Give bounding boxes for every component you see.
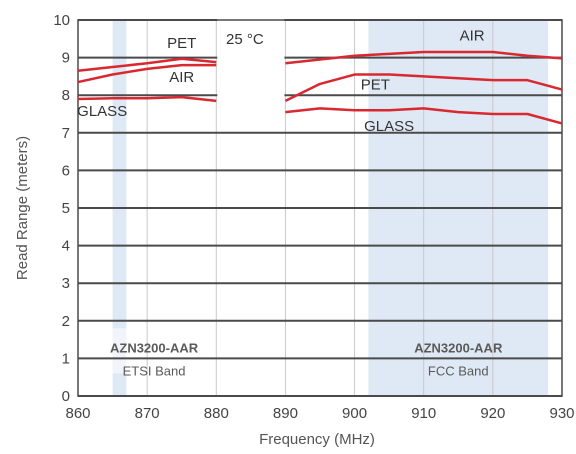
series-line-air xyxy=(285,50,563,65)
y-axis-title: Read Range (meters) xyxy=(14,136,31,280)
series-line-pet xyxy=(284,73,563,102)
fcc-band-title: AZN3200-AAR xyxy=(414,341,503,356)
series-lines xyxy=(77,50,563,125)
etsi-band-title: AZN3200-AAR xyxy=(110,341,199,356)
grid-lines xyxy=(77,19,563,397)
etsi-label-box xyxy=(91,328,217,374)
y-tick-label: 2 xyxy=(62,313,70,330)
y-tick-label: 9 xyxy=(62,50,70,67)
band-labels: AZN3200-AAR ETSI Band AZN3200-AAR FCC Band xyxy=(110,341,503,379)
series-label-air: AIR xyxy=(460,28,485,45)
y-tick-label: 6 xyxy=(62,162,70,179)
x-tick-label: 890 xyxy=(273,405,298,422)
x-tick-label: 870 xyxy=(135,405,160,422)
x-tick-label: 860 xyxy=(65,405,90,422)
series-label-glass: GLASS xyxy=(364,118,414,135)
y-tick-label: 10 xyxy=(53,12,70,29)
series-line-air xyxy=(77,63,217,84)
x-tick-label: 910 xyxy=(411,405,436,422)
fcc-band-subtitle: FCC Band xyxy=(428,364,489,379)
x-axis-title: Frequency (MHz) xyxy=(259,431,375,448)
plot-border xyxy=(77,19,563,397)
data-gap xyxy=(217,19,285,98)
y-tick-label: 1 xyxy=(62,350,70,367)
x-tick-label: 930 xyxy=(549,405,574,422)
series-line-glass xyxy=(285,107,563,125)
y-tick-label: 5 xyxy=(62,200,70,217)
x-tick-label: 880 xyxy=(204,405,229,422)
y-tick-label: 7 xyxy=(62,125,70,142)
etsi-band-subtitle: ETSI Band xyxy=(123,364,186,379)
series-labels: PET AIR GLASS AIR PET GLASS xyxy=(77,28,485,135)
x-tick-label: 900 xyxy=(342,405,367,422)
y-tick-label: 0 xyxy=(62,388,70,405)
x-tick-label: 920 xyxy=(480,405,505,422)
series-line-pet xyxy=(77,57,217,73)
series-label-glass: GLASS xyxy=(77,103,127,120)
y-tick-label: 3 xyxy=(62,275,70,292)
y-tick-label: 8 xyxy=(62,87,70,104)
series-line-glass xyxy=(77,95,217,103)
series-label-pet: PET xyxy=(361,77,390,94)
series-label-pet: PET xyxy=(167,35,196,52)
y-tick-label: 4 xyxy=(62,238,70,255)
temperature-annotation: 25 °C xyxy=(226,31,264,48)
series-label-air: AIR xyxy=(169,69,194,86)
